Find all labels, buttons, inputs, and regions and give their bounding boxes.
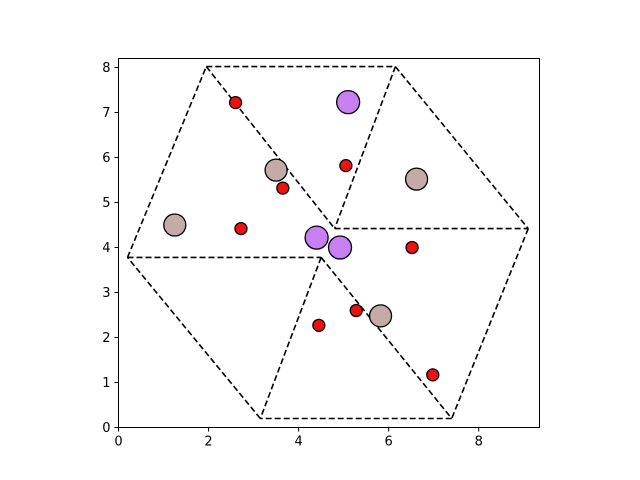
y-tick-label: 2: [102, 331, 110, 346]
small-red-point: [228, 95, 243, 110]
y-axis: 0 1 2 3 4 5 6 7 8: [102, 61, 119, 436]
dashed-segment: [205, 66, 336, 230]
large-tan-point: [368, 304, 393, 328]
y-tick-label: 5: [102, 196, 110, 211]
dashed-segment: [394, 66, 529, 230]
small-red-point: [312, 318, 326, 333]
y-tick-label: 7: [102, 106, 110, 121]
dashed-segment: [126, 66, 208, 258]
small-red-point: [349, 303, 363, 318]
data-points: [163, 90, 440, 382]
large-tan-point: [163, 213, 187, 237]
y-tick-label: 8: [102, 61, 110, 76]
y-tick-label: 1: [102, 376, 110, 391]
dashed-segment: [259, 257, 322, 419]
small-red-point: [234, 221, 248, 236]
x-tick-label: 4: [294, 435, 302, 450]
large-tan-point: [404, 167, 429, 191]
y-tick-label: 4: [102, 241, 110, 256]
x-tick-label: 0: [114, 435, 122, 450]
x-tick-label: 8: [475, 435, 483, 450]
x-axis: 0 2 4 6 8: [114, 427, 483, 450]
small-red-point: [276, 181, 290, 195]
x-tick-label: 6: [385, 435, 393, 450]
small-red-point: [405, 240, 419, 255]
dashed-segment: [126, 256, 261, 420]
large-purple-point: [327, 235, 353, 260]
dashed-lines: [126, 65, 529, 420]
dashed-segment: [333, 66, 397, 229]
y-tick-label: 6: [102, 151, 110, 166]
large-purple-point: [304, 225, 329, 250]
small-red-point: [339, 158, 353, 173]
large-purple-point: [335, 90, 361, 115]
y-tick-label: 0: [102, 421, 110, 436]
dashed-segment: [450, 228, 529, 419]
x-tick-label: 2: [204, 435, 212, 450]
plot-frame: [118, 58, 540, 428]
large-tan-point: [264, 158, 288, 182]
dashed-segment: [320, 256, 453, 420]
small-red-point: [426, 368, 440, 382]
y-tick-label: 3: [102, 286, 110, 301]
